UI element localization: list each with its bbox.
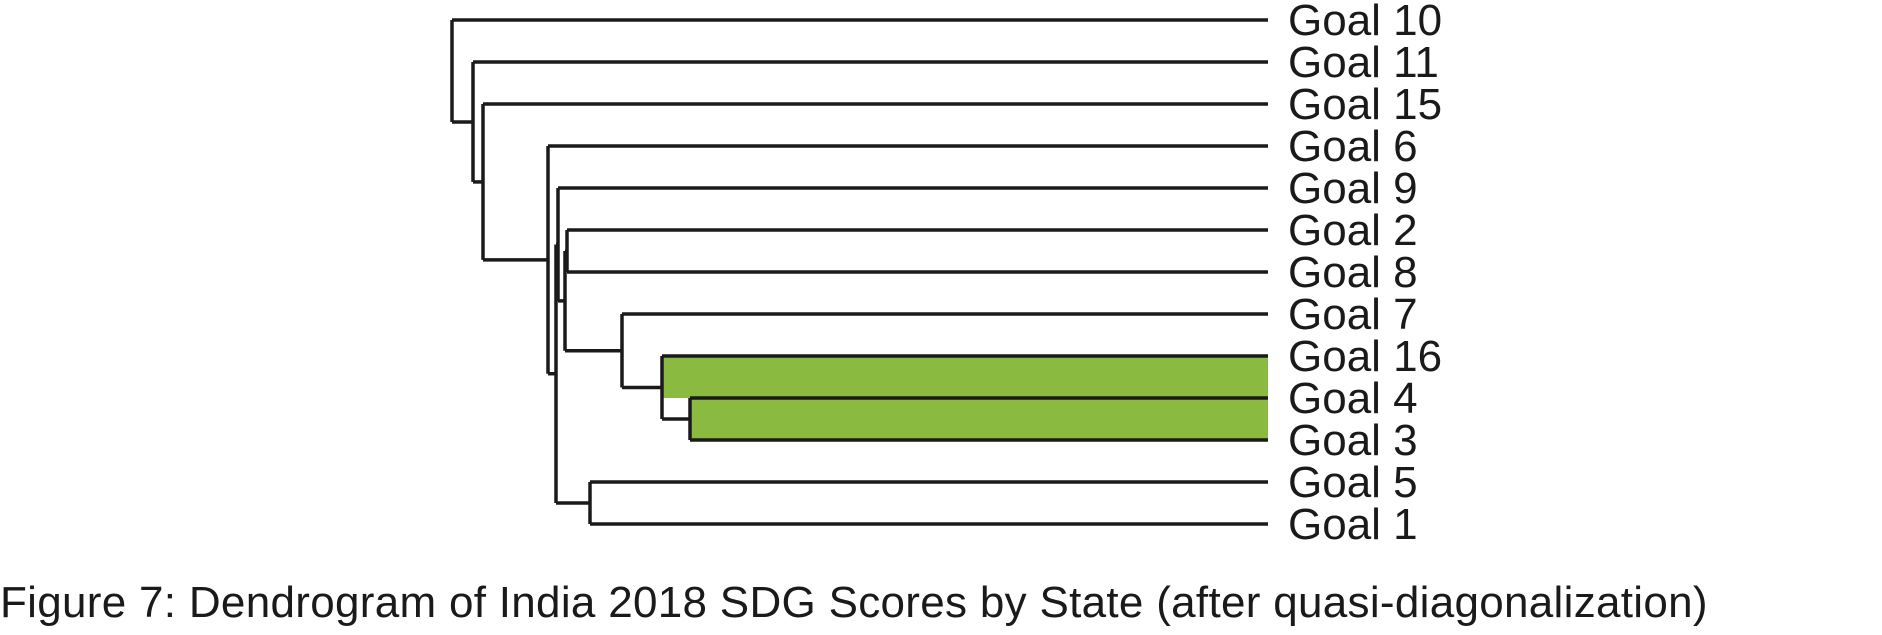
leaf-label: Goal 3 — [1288, 416, 1418, 465]
leaf-label: Goal 15 — [1288, 80, 1442, 129]
highlight-cluster — [662, 356, 1268, 440]
highlight-block-lower — [690, 398, 1268, 440]
leaf-label: Goal 16 — [1288, 332, 1442, 381]
figure-caption: Figure 7: Dendrogram of India 2018 SDG S… — [0, 578, 1708, 627]
highlight-block-upper — [662, 356, 1268, 398]
dendrogram-branches — [450, 18, 1268, 526]
leaf-label: Goal 9 — [1288, 164, 1418, 213]
leaf-label: Goal 10 — [1288, 0, 1442, 45]
leaf-label: Goal 11 — [1288, 38, 1439, 87]
leaf-label: Goal 6 — [1288, 122, 1418, 171]
leaf-label: Goal 1 — [1288, 500, 1418, 549]
leaf-label: Goal 5 — [1288, 458, 1418, 507]
leaf-label: Goal 4 — [1288, 374, 1418, 423]
leaf-label: Goal 2 — [1288, 206, 1418, 255]
leaf-label: Goal 7 — [1288, 290, 1418, 339]
leaf-label: Goal 8 — [1288, 248, 1418, 297]
